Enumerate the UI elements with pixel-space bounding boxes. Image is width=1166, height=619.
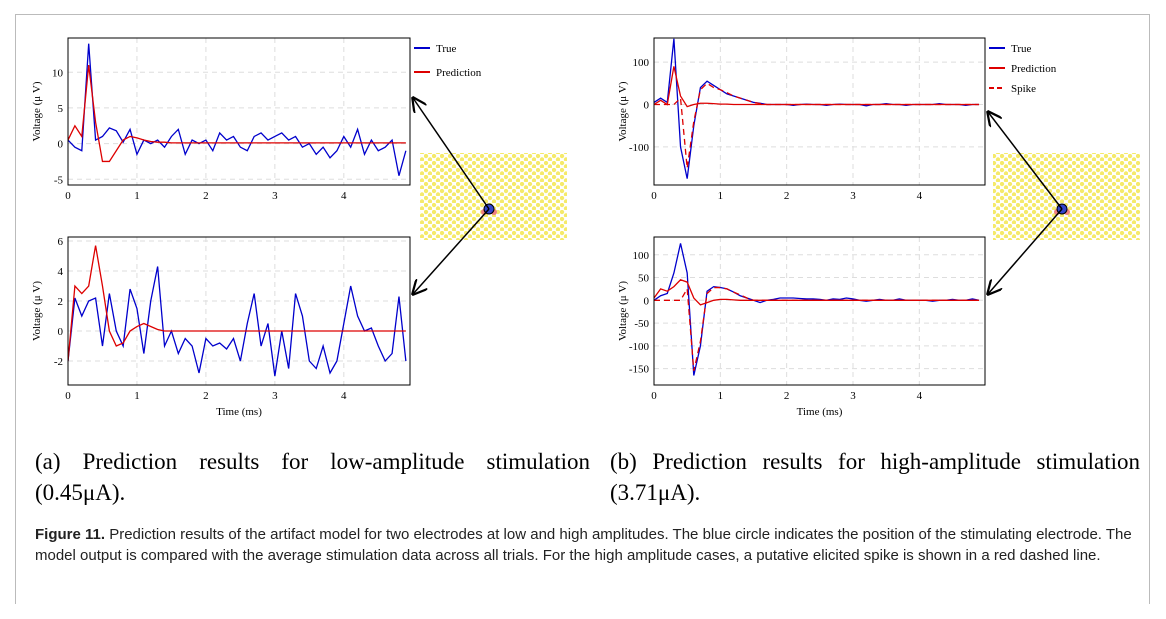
x-axis-label: Time (ms) [797, 406, 843, 418]
x-tick-label: 4 [341, 390, 347, 402]
y-tick-label: -150 [629, 364, 650, 376]
y-tick-label: 0 [644, 295, 650, 307]
y-tick-label: 6 [58, 236, 64, 248]
y-axis-label: Voltage (μ V) [31, 281, 43, 341]
axes-box [67, 37, 411, 186]
x-tick-label: 3 [272, 390, 278, 402]
figure-text: Prediction results of the artifact model… [35, 526, 1132, 564]
legend-label: Prediction [436, 67, 482, 79]
x-tick-label: 2 [203, 190, 209, 202]
electrode-array [988, 112, 1140, 294]
x-tick-label: 4 [917, 190, 923, 202]
series-line [654, 66, 980, 108]
series-line [654, 38, 980, 179]
electrode-array [413, 98, 567, 294]
y-axis-label: Voltage (μ V) [617, 81, 629, 141]
y-tick-label: 4 [58, 266, 64, 278]
y-tick-label: 0 [644, 100, 650, 112]
x-axis-label: Time (ms) [216, 406, 262, 418]
x-tick-label: 4 [341, 190, 347, 202]
chart: 0 1 2 3 4 -150 -100 -50 0 50 100 Time (ms) Voltage (… [617, 236, 986, 418]
subcaption: (a) Prediction results for low-amplitude… [35, 449, 590, 505]
x-tick-label: 3 [850, 390, 856, 402]
series-line [654, 286, 980, 372]
x-tick-label: 3 [272, 190, 278, 202]
x-tick-label: 0 [65, 390, 71, 402]
series-line [68, 43, 407, 176]
y-tick-label: 100 [633, 250, 650, 262]
x-tick-label: 2 [203, 390, 209, 402]
chart: 0 1 2 3 4 -2 0 2 4 6 Time (ms) Voltage (μ V) [31, 236, 411, 418]
series-line [68, 65, 406, 163]
x-tick-label: 2 [784, 390, 790, 402]
series-line [68, 266, 407, 377]
y-tick-label: 50 [638, 273, 650, 285]
x-tick-label: 2 [784, 190, 790, 202]
series-line [654, 82, 980, 169]
subcaption: (b) Prediction results for high-amplitud… [610, 449, 1140, 505]
x-tick-label: 1 [718, 390, 724, 402]
chart: 0 1 2 3 4 -100 0 100 True Prediction Spike Voltage … [617, 37, 1057, 202]
figure-label: Figure 11. [35, 526, 106, 543]
legend-label: True [436, 43, 456, 55]
axes-box [653, 236, 986, 386]
legend-label: Prediction [1011, 63, 1057, 75]
x-tick-label: 0 [65, 190, 71, 202]
x-tick-label: 3 [850, 190, 856, 202]
legend-label: Spike [1011, 83, 1036, 95]
legend-label: True [1011, 43, 1031, 55]
y-tick-label: -2 [54, 356, 63, 368]
y-axis-label: Voltage (μ V) [617, 281, 629, 341]
series-line [654, 243, 980, 376]
x-tick-label: 0 [651, 190, 657, 202]
y-tick-label: -50 [634, 318, 649, 330]
x-tick-label: 1 [718, 190, 724, 202]
x-tick-label: 0 [651, 390, 657, 402]
x-tick-label: 1 [134, 190, 140, 202]
axes-box [653, 37, 986, 186]
y-tick-label: 0 [58, 326, 64, 338]
y-tick-label: 10 [52, 67, 64, 79]
figure-caption: Figure 11. Prediction results of the art… [35, 524, 1135, 566]
axes-box [67, 236, 411, 386]
y-tick-label: -5 [54, 174, 64, 186]
y-tick-label: 5 [58, 103, 64, 115]
y-tick-label: 0 [58, 139, 64, 151]
frame [15, 14, 1150, 604]
series-line [68, 245, 406, 362]
y-tick-label: 100 [633, 57, 650, 69]
y-axis-label: Voltage (μ V) [31, 81, 43, 141]
y-tick-label: 2 [58, 296, 64, 308]
y-tick-label: -100 [629, 341, 650, 353]
x-tick-label: 4 [917, 390, 923, 402]
y-tick-label: -100 [629, 142, 650, 154]
x-tick-label: 1 [134, 390, 140, 402]
